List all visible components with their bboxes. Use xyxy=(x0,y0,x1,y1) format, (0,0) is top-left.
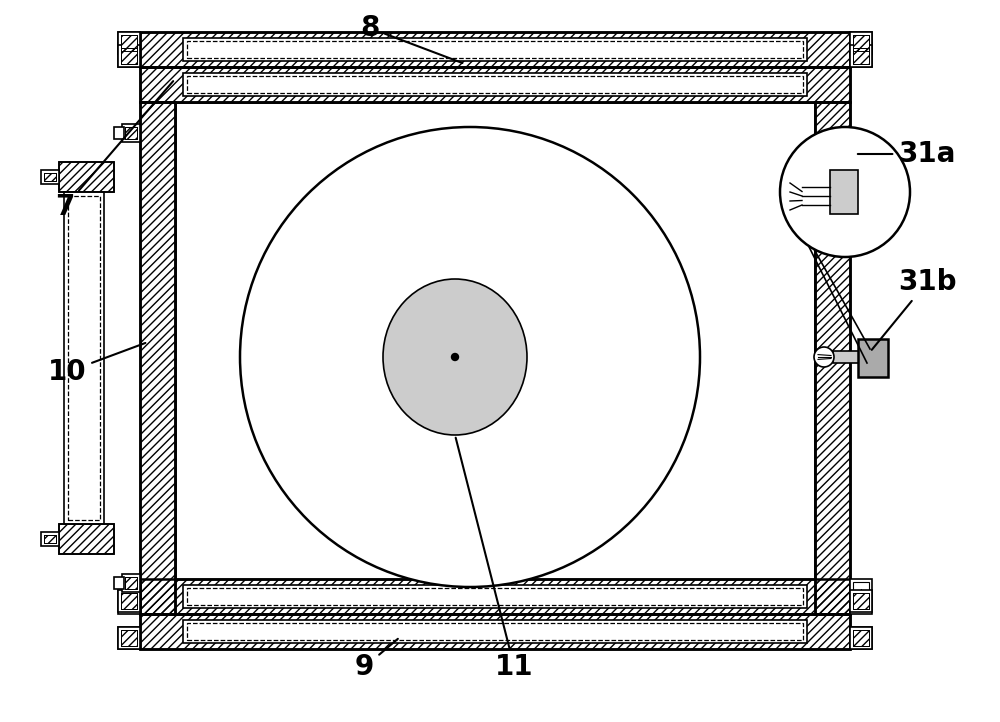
Bar xyxy=(121,593,137,609)
Bar xyxy=(140,579,850,614)
Bar xyxy=(850,627,872,649)
Bar xyxy=(140,67,850,102)
Bar xyxy=(187,623,803,640)
Circle shape xyxy=(814,347,834,367)
Bar xyxy=(853,48,869,64)
Bar xyxy=(853,582,869,611)
Bar xyxy=(187,76,803,93)
Bar xyxy=(850,43,872,67)
Bar xyxy=(118,579,140,614)
Bar xyxy=(140,102,175,614)
Text: 7: 7 xyxy=(55,81,173,221)
Bar xyxy=(125,127,137,139)
Bar xyxy=(850,32,872,54)
Text: 9: 9 xyxy=(355,639,398,681)
Bar xyxy=(114,127,124,139)
Bar xyxy=(853,35,869,51)
Bar xyxy=(850,590,872,612)
Bar xyxy=(44,535,56,543)
Bar xyxy=(121,593,137,609)
Bar xyxy=(853,593,869,609)
Bar xyxy=(121,35,137,51)
Bar xyxy=(118,590,140,612)
Bar xyxy=(64,192,104,524)
Circle shape xyxy=(780,127,910,257)
Bar xyxy=(114,577,124,589)
Bar xyxy=(850,45,872,67)
Bar xyxy=(853,35,869,51)
Text: 11: 11 xyxy=(456,438,534,681)
Bar xyxy=(850,32,872,54)
Bar xyxy=(830,170,858,214)
Bar xyxy=(121,48,137,64)
Bar xyxy=(41,532,59,546)
Bar xyxy=(140,579,850,614)
Bar xyxy=(140,32,850,67)
Bar xyxy=(815,102,850,614)
Bar xyxy=(59,524,114,554)
Bar xyxy=(187,41,803,58)
Bar xyxy=(121,630,137,646)
Text: 31b: 31b xyxy=(872,268,956,350)
Bar xyxy=(853,46,869,64)
Bar xyxy=(59,162,114,192)
Bar xyxy=(121,630,137,646)
Text: 8: 8 xyxy=(360,14,462,63)
Bar xyxy=(122,124,140,142)
Bar xyxy=(140,32,850,67)
Bar xyxy=(853,630,869,646)
Text: 31a: 31a xyxy=(858,140,955,168)
Bar xyxy=(122,574,140,592)
Bar xyxy=(118,43,140,67)
Bar xyxy=(815,102,850,614)
Bar xyxy=(59,162,114,192)
Ellipse shape xyxy=(383,279,527,435)
Bar xyxy=(125,577,137,589)
Bar xyxy=(853,630,869,646)
Circle shape xyxy=(240,127,700,587)
Bar xyxy=(68,196,100,520)
Text: 10: 10 xyxy=(48,343,145,386)
Bar xyxy=(118,45,140,67)
Bar xyxy=(140,102,175,614)
Bar xyxy=(850,579,872,614)
Bar xyxy=(44,173,56,181)
Bar xyxy=(187,588,803,605)
Bar xyxy=(118,627,140,649)
Bar xyxy=(59,524,114,554)
Bar xyxy=(44,173,56,181)
Bar xyxy=(121,35,137,51)
Bar xyxy=(183,620,807,643)
Bar xyxy=(858,339,888,377)
Bar xyxy=(853,48,869,64)
Bar xyxy=(121,630,137,646)
Bar xyxy=(121,582,137,611)
Bar xyxy=(833,351,875,363)
Bar xyxy=(140,67,850,102)
Bar xyxy=(853,630,869,646)
Bar xyxy=(183,73,807,96)
Bar xyxy=(41,170,59,184)
Circle shape xyxy=(452,354,458,360)
Bar xyxy=(183,585,807,608)
Bar xyxy=(118,32,140,54)
Bar xyxy=(44,535,56,543)
Bar xyxy=(140,614,850,649)
Bar xyxy=(121,46,137,64)
Bar xyxy=(853,593,869,609)
Bar xyxy=(121,48,137,64)
Bar xyxy=(125,577,137,589)
Bar xyxy=(175,102,815,614)
Bar xyxy=(853,35,869,51)
Bar xyxy=(118,32,140,54)
Bar xyxy=(121,35,137,51)
Bar xyxy=(140,614,850,649)
Bar xyxy=(850,627,872,649)
Bar xyxy=(118,627,140,649)
Bar xyxy=(125,127,137,139)
Bar xyxy=(183,38,807,61)
